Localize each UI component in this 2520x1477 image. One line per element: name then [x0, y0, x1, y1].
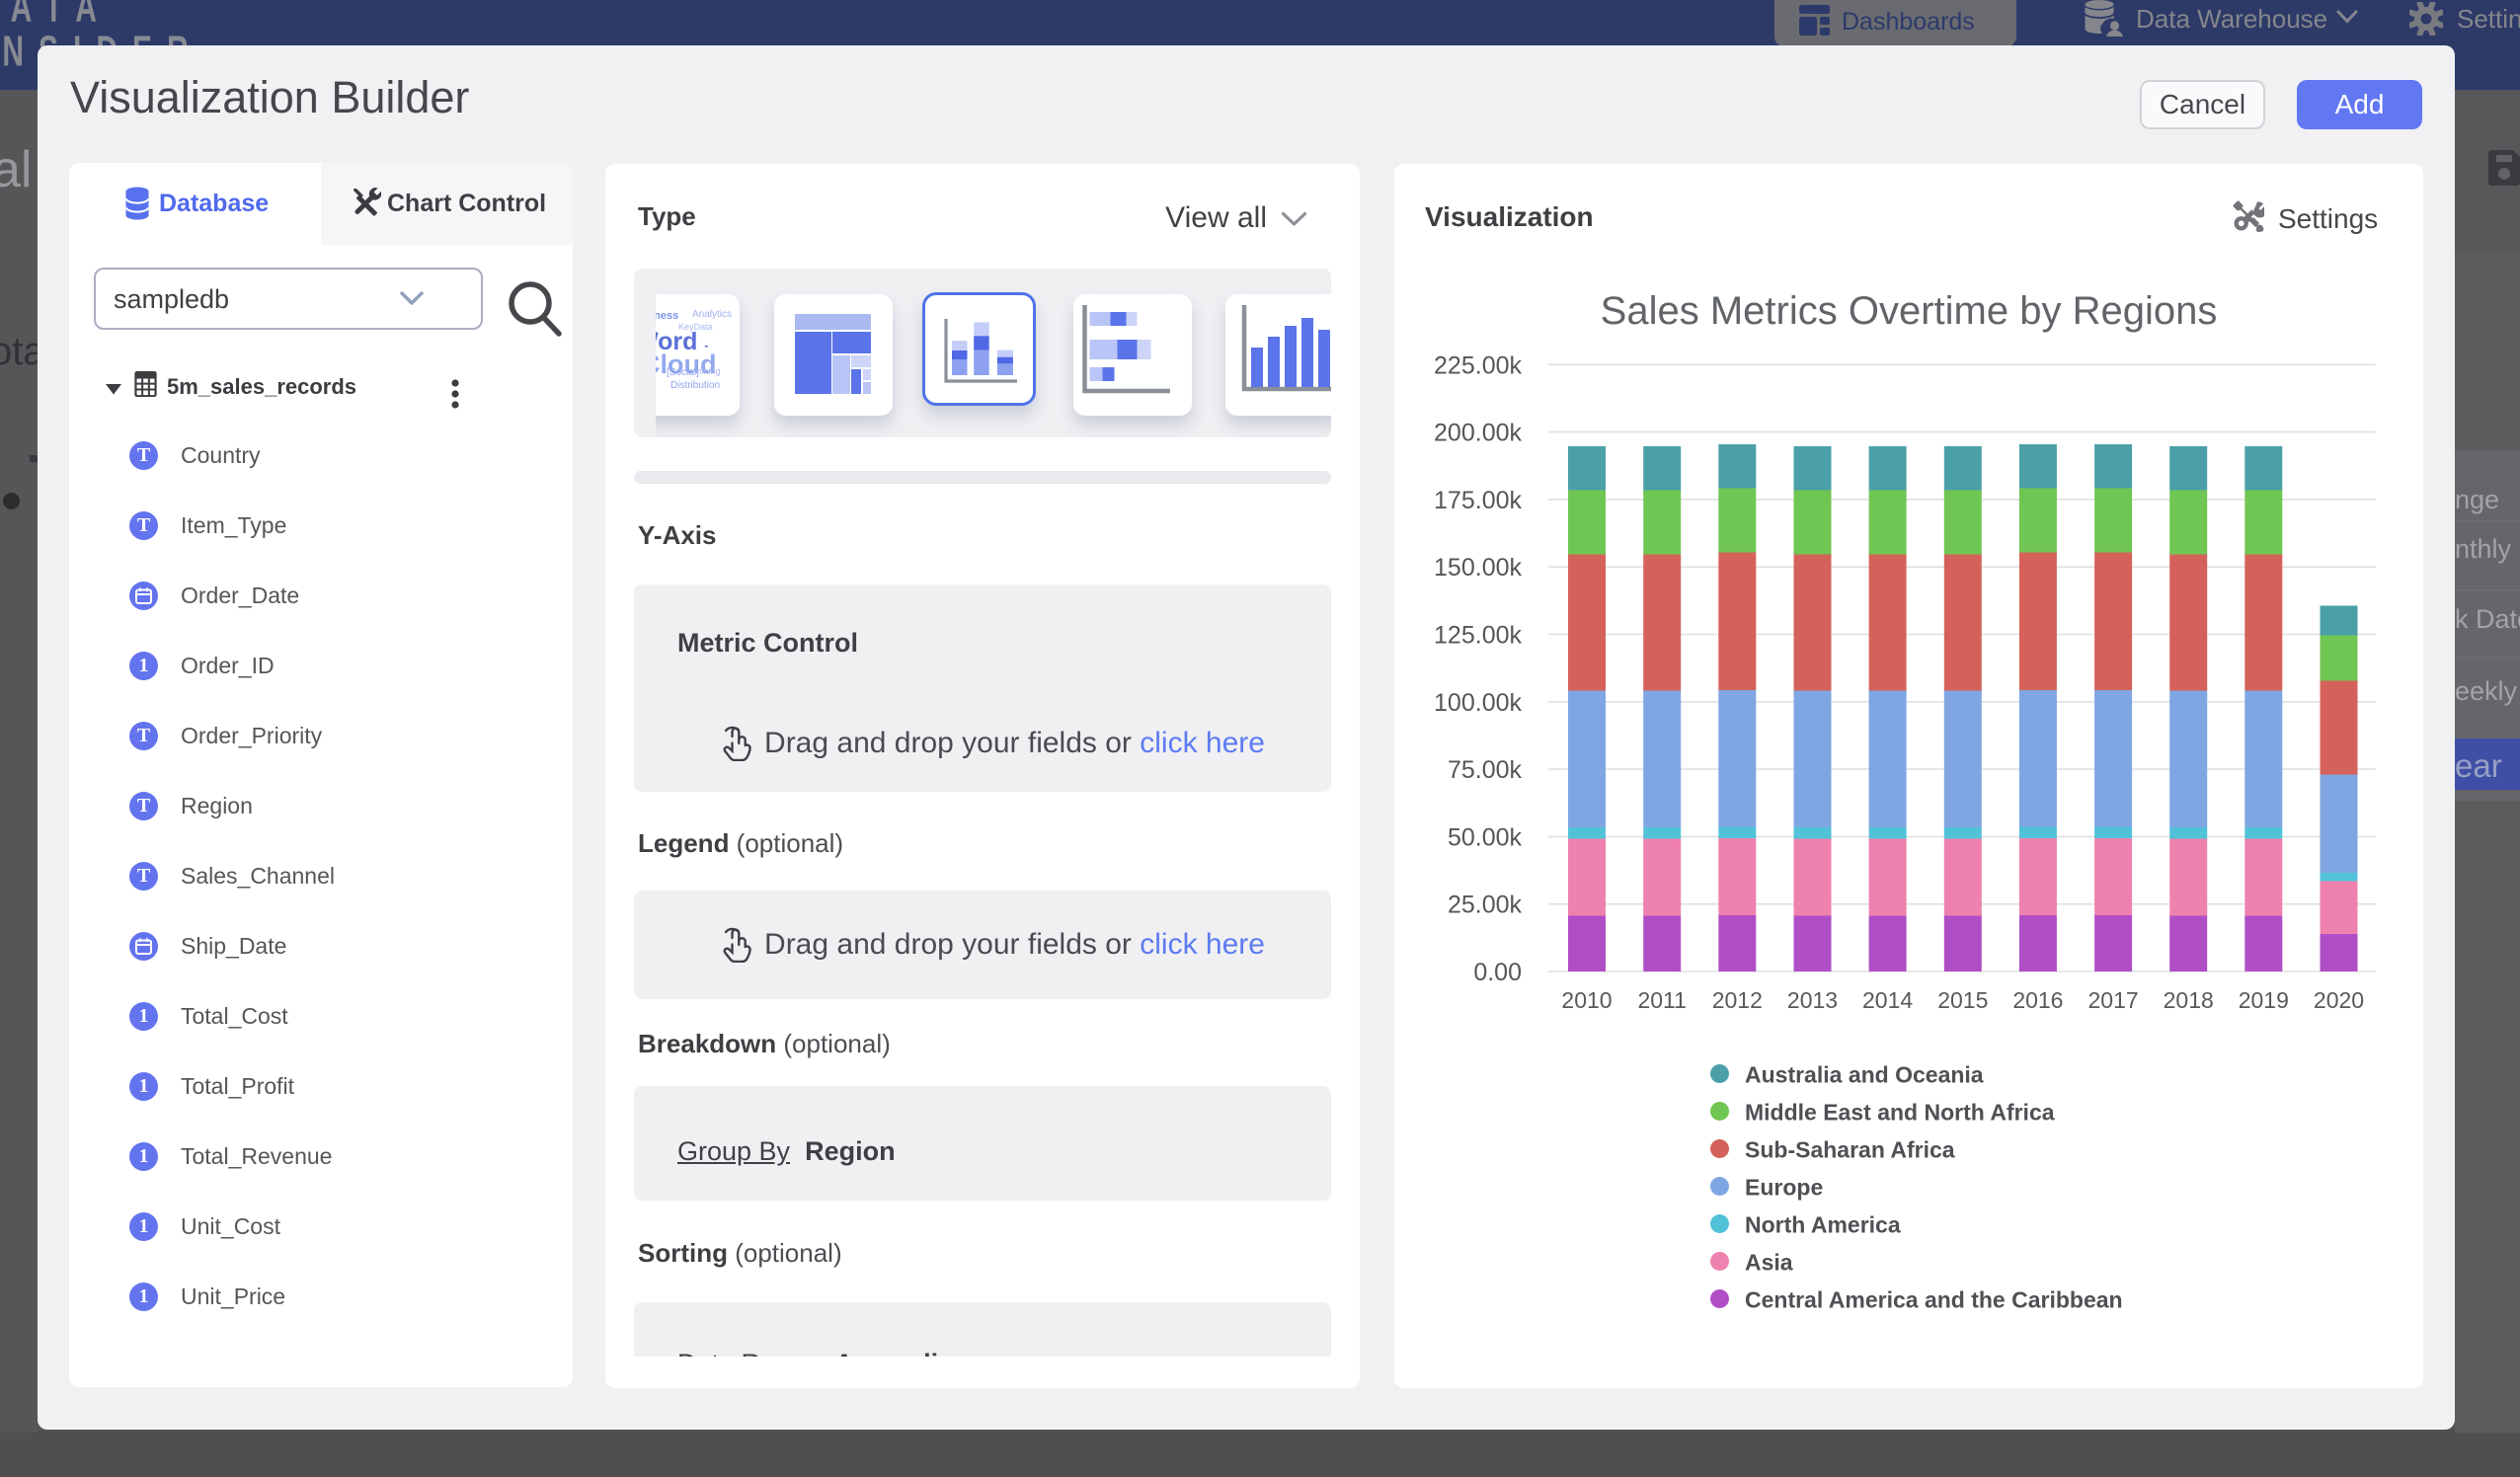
svg-text:Australia and Oceania: Australia and Oceania: [1745, 1062, 1984, 1088]
svg-text:200.00k: 200.00k: [1434, 420, 1522, 447]
svg-text:25.00k: 25.00k: [1448, 892, 1523, 919]
svg-text:50.00k: 50.00k: [1448, 823, 1523, 851]
svg-text:Central America and the Caribb: Central America and the Caribbean: [1745, 1287, 2123, 1313]
svg-text:2018: 2018: [2164, 987, 2214, 1013]
svg-text:2015: 2015: [1937, 987, 1988, 1013]
svg-text:75.00k: 75.00k: [1448, 756, 1523, 784]
svg-text:2013: 2013: [1787, 987, 1838, 1013]
svg-text:2010: 2010: [1561, 987, 1612, 1013]
svg-text:2012: 2012: [1712, 987, 1763, 1013]
svg-text:Sub-Saharan Africa: Sub-Saharan Africa: [1745, 1137, 1955, 1163]
svg-text:2019: 2019: [2239, 987, 2289, 1013]
svg-text:2016: 2016: [2012, 987, 2063, 1013]
svg-text:225.00k: 225.00k: [1434, 351, 1522, 379]
svg-text:2020: 2020: [2314, 987, 2364, 1013]
svg-text:150.00k: 150.00k: [1434, 554, 1522, 582]
svg-text:125.00k: 125.00k: [1434, 622, 1522, 650]
svg-text:100.00k: 100.00k: [1434, 689, 1522, 717]
svg-text:Europe: Europe: [1745, 1175, 1823, 1201]
svg-text:Asia: Asia: [1745, 1250, 1793, 1276]
svg-text:2014: 2014: [1862, 987, 1913, 1013]
svg-text:Middle East and North Africa: Middle East and North Africa: [1745, 1100, 2055, 1126]
svg-text:Sales Metrics Overtime by Regi: Sales Metrics Overtime by Regions: [1601, 289, 2218, 333]
svg-text:2011: 2011: [1637, 987, 1686, 1013]
svg-text:0.00: 0.00: [1473, 959, 1522, 986]
svg-text:2017: 2017: [2088, 987, 2139, 1013]
svg-text:175.00k: 175.00k: [1434, 487, 1522, 514]
svg-text:North America: North America: [1745, 1212, 1901, 1238]
